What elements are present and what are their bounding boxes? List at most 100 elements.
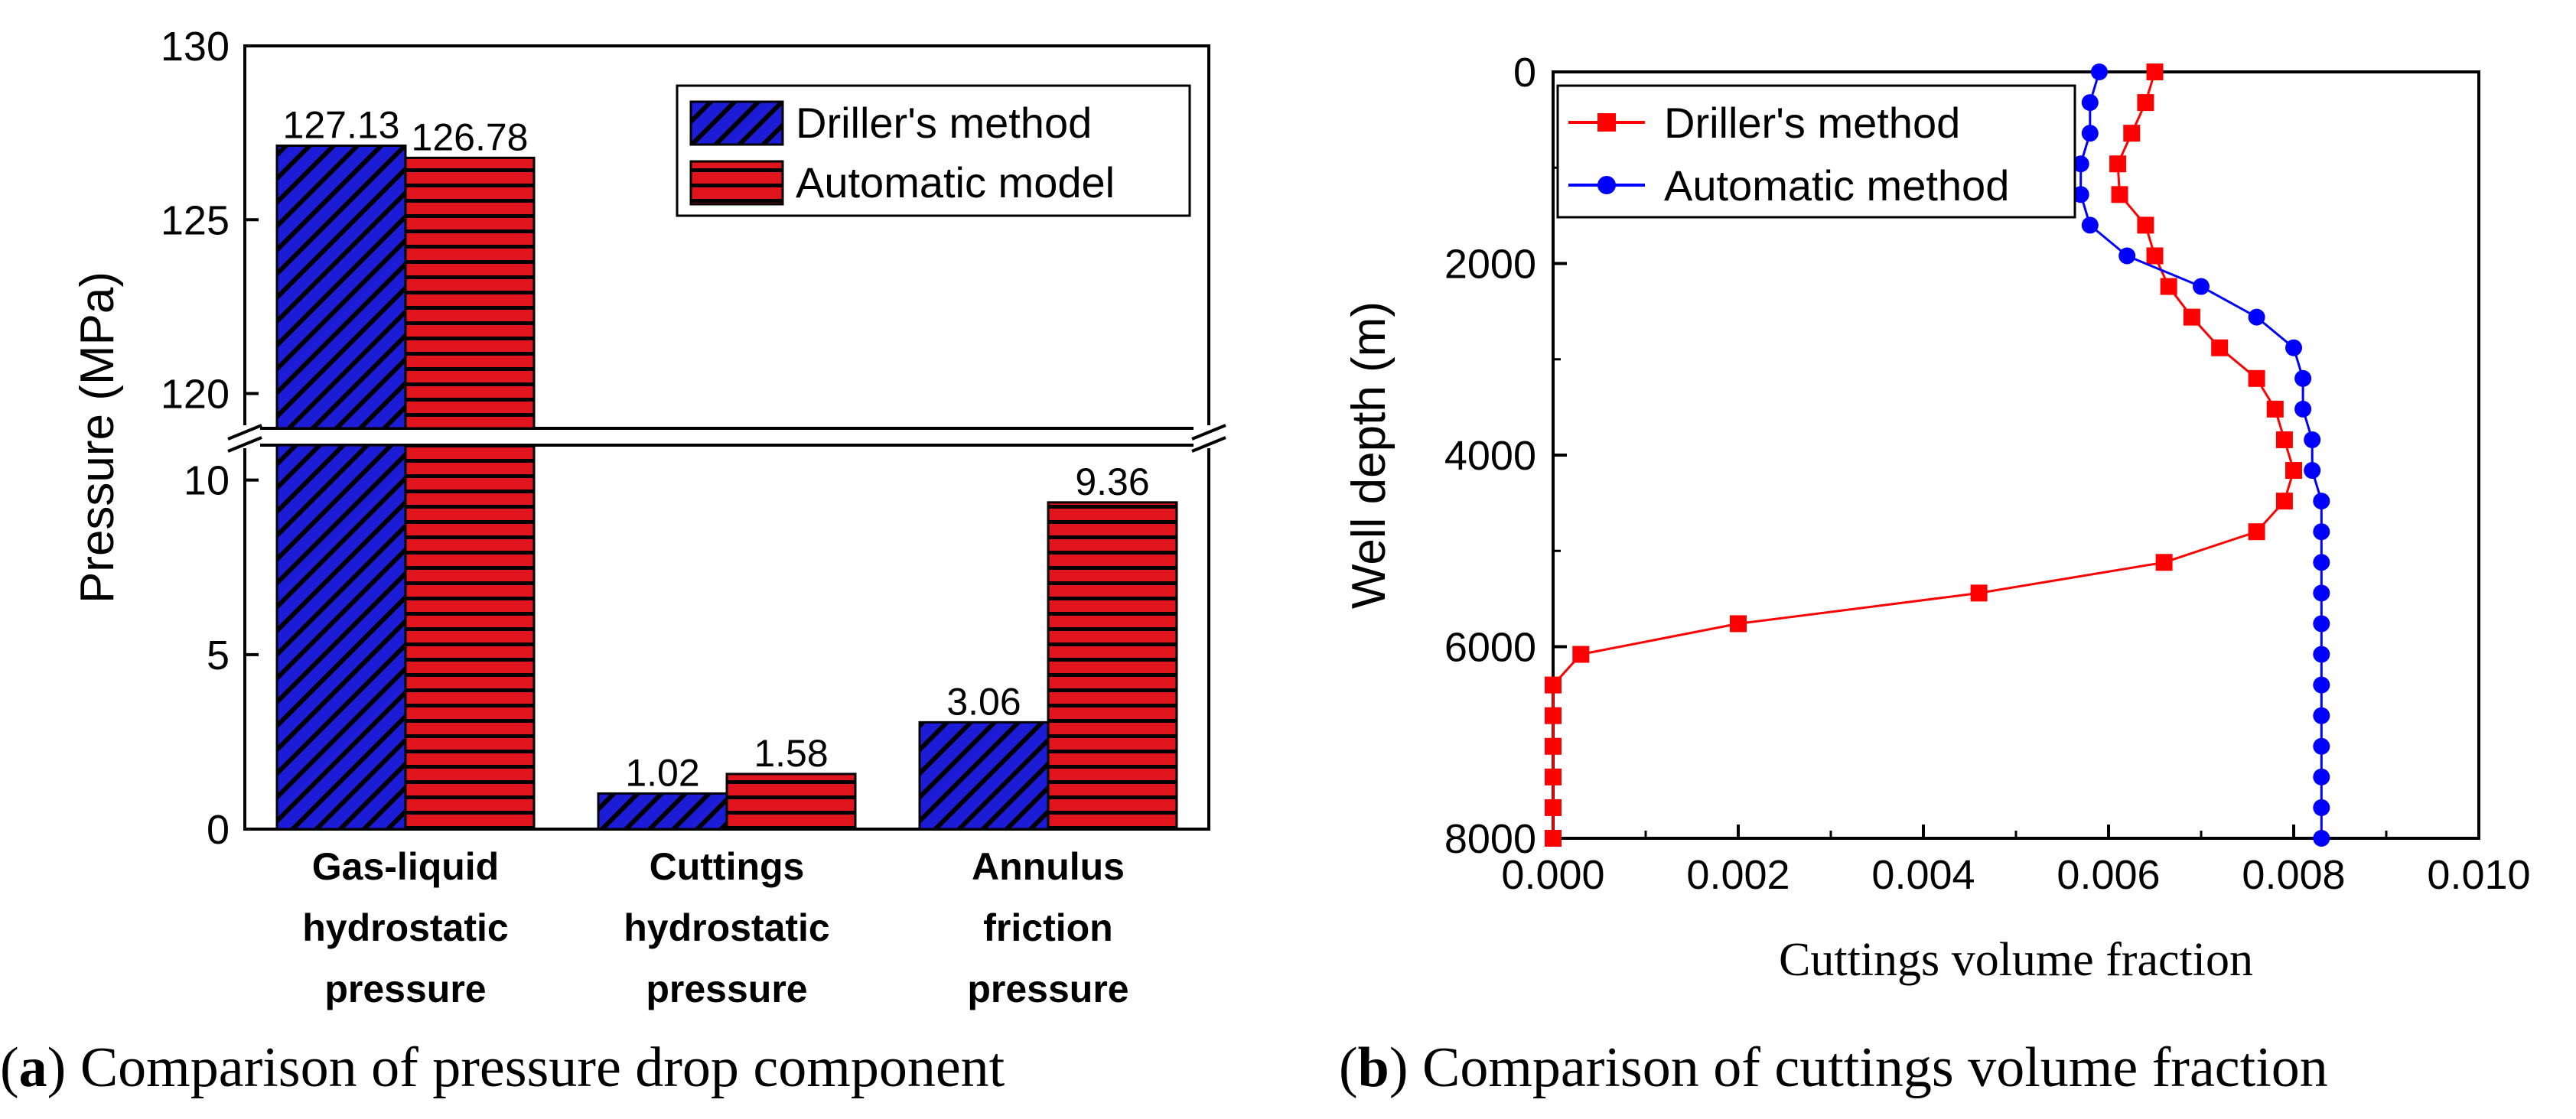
point-drillers [2285,462,2302,480]
point-automatic [2313,493,2330,510]
legend: Driller's method Automatic method [1556,84,2076,219]
point-automatic [2304,431,2321,448]
point-automatic [2313,523,2330,541]
bar-value-label: 3.06 [946,680,1021,723]
category-label: Cuttings [650,845,805,888]
point-drillers [2111,186,2128,203]
point-automatic [2294,400,2312,418]
legend-label-drillers: Driller's method [796,99,1092,147]
y-tick-label: 120 [161,372,230,418]
category-label: pressure [646,968,807,1010]
point-drillers [1545,737,1562,755]
axis-break-left [227,424,262,453]
y-tick-label: 0 [1513,50,1536,96]
point-automatic [2313,584,2330,602]
cuttings-line-chart: 0.000 0.002 0.004 0.006 0.008 0.010 0 2000 4000 6… [1343,50,2531,986]
legend-marker-automatic [1597,176,1616,194]
legend-marker-drillers [1597,113,1616,132]
point-drillers [2183,308,2200,326]
bar-drillers-upper [275,144,407,430]
point-automatic [2081,94,2099,112]
y-tick-label: 0 [207,807,230,853]
point-automatic [2294,369,2312,387]
point-drillers [1545,799,1562,816]
caption-a: (a) Comparison of pressure drop componen… [0,1036,1005,1099]
point-automatic [2304,462,2321,480]
point-automatic [2313,737,2330,755]
point-drillers [2275,431,2293,448]
point-automatic [2072,186,2089,203]
bar-automatic-lower [404,444,536,831]
y-tick-label: 4000 [1444,433,1536,479]
point-drillers [2211,339,2229,356]
bar-automatic-upper [404,156,536,430]
x-tick-label: 0.004 [1871,852,1975,898]
point-drillers [2248,369,2265,387]
point-drillers [1545,676,1562,694]
point-drillers [1545,830,1562,847]
legend-swatch-drillers [689,100,784,146]
x-axis-title: Cuttings volume fraction [1779,934,2253,986]
point-automatic [2081,125,2099,142]
plot-frame-upper [243,44,1210,430]
bar-value-label: 1.02 [625,751,699,794]
bar-value-label: 9.36 [1075,460,1149,503]
bar-value-label: 126.78 [412,115,529,158]
point-automatic [2072,155,2089,173]
bar-value-label: 1.58 [754,732,828,775]
category-label: pressure [967,968,1128,1010]
y-axis-title: Well depth (m) [1343,301,1395,609]
point-automatic [2248,308,2265,326]
point-drillers [2155,554,2173,571]
y-axis-title: Pressure (MPa) [71,272,124,603]
category-label: hydrostatic [624,906,830,949]
x-tick-label: 0.000 [1501,852,1604,898]
bar-drillers [597,792,728,831]
bar-drillers [918,721,1050,831]
point-drillers [2266,400,2284,418]
category-label: pressure [324,968,486,1010]
category-label: hydrostatic [302,906,509,949]
point-automatic [2313,768,2330,786]
point-automatic [2313,707,2330,724]
bar-automatic [1047,501,1178,831]
y-tick-label: 5 [207,633,230,678]
bar-automatic [725,773,857,831]
point-automatic [2081,216,2099,234]
y-tick-label: 10 [184,458,230,504]
point-drillers [1545,707,1562,724]
point-automatic [2313,830,2330,847]
point-automatic [2285,339,2302,356]
axis-break-right [1191,424,1226,453]
y-tick-label: 2000 [1444,242,1536,288]
point-drillers [2123,125,2141,142]
point-automatic [2313,799,2330,816]
point-automatic [2313,646,2330,663]
legend: Driller's method Automatic model [676,84,1191,217]
point-drillers [2248,523,2265,541]
bar-value-label: 127.13 [283,103,400,146]
y-tick-label: 8000 [1444,816,1536,862]
x-tick-label: 0.010 [2427,852,2530,898]
y-tick-label: 125 [161,197,230,243]
category-label: Annulus [972,845,1125,888]
point-drillers [2137,216,2154,234]
point-automatic [2313,554,2330,571]
y-tick-label: 130 [161,24,230,70]
category-label: Gas-liquid [312,845,499,888]
point-automatic [2090,63,2108,80]
bar-drillers-lower [275,444,407,831]
point-drillers [2275,493,2293,510]
y-tick-label: 6000 [1444,625,1536,671]
x-tick-label: 0.006 [2057,852,2160,898]
point-automatic [2313,676,2330,694]
point-drillers [2146,247,2164,265]
legend-label-automatic: Automatic model [796,158,1115,207]
caption-b: (b) Comparison of cuttings volume fracti… [1339,1036,2328,1099]
point-automatic [2313,615,2330,633]
point-drillers [2137,94,2154,112]
point-drillers [2160,278,2177,295]
point-drillers [2109,155,2127,173]
pressure-bar-chart: 127.13 126.78 1.02 1.58 3.06 9.36 120 125 130 0 5… [71,24,1226,1010]
